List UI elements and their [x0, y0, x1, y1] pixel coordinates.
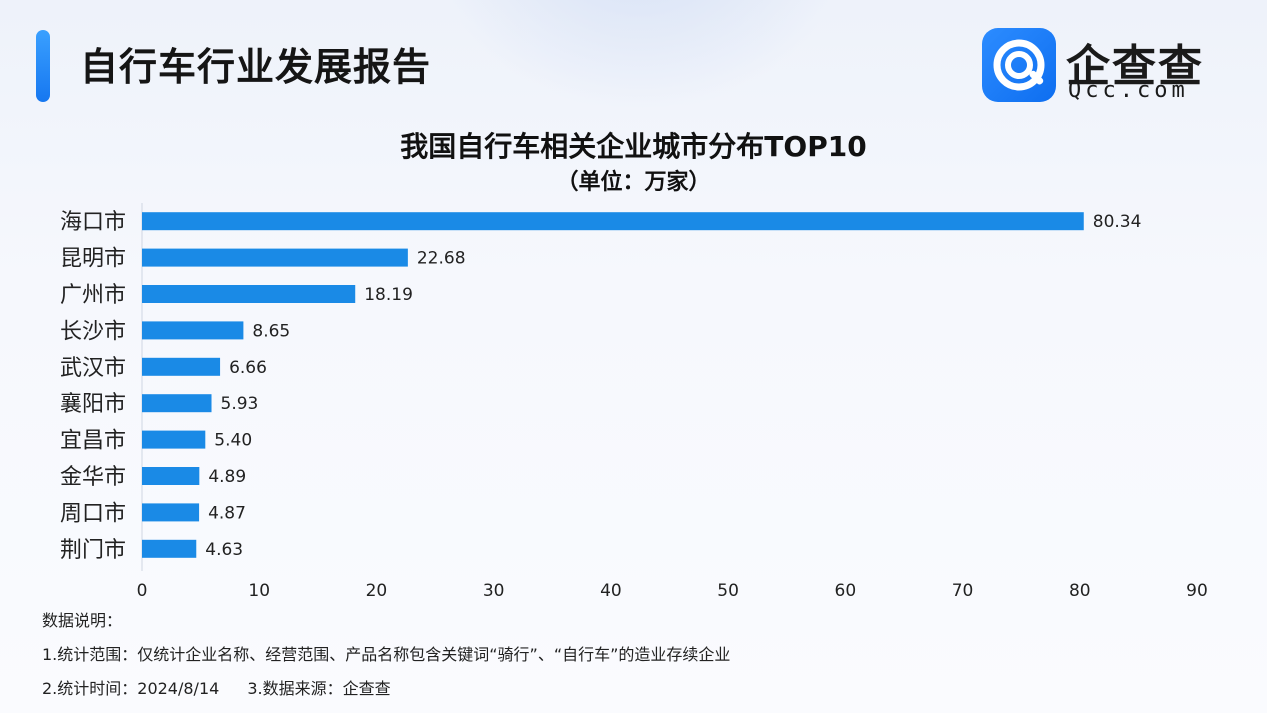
x-tick-label: 70 — [952, 581, 974, 601]
data-label: 6.66 — [229, 358, 267, 378]
header-accent-bar — [36, 30, 50, 102]
bar — [142, 212, 1084, 231]
bar — [142, 321, 244, 340]
notes-heading: 数据说明： — [42, 611, 123, 630]
x-tick-label: 20 — [366, 581, 388, 601]
bar — [142, 467, 200, 485]
data-notes: 数据说明： 1.统计范围：仅统计企业名称、经营范围、产品名称包含关键词“骑行”、… — [42, 604, 730, 706]
category-label: 广州市 — [60, 283, 126, 308]
category-label: 昆明市 — [60, 247, 126, 272]
category-label: 海口市 — [60, 210, 126, 235]
logo-subtext: Qcc.com — [1068, 78, 1189, 103]
notes-source: 3.数据来源：企查查 — [247, 679, 391, 698]
data-label: 8.65 — [252, 321, 290, 341]
notes-time: 2.统计时间：2024/8/14 — [42, 679, 220, 698]
bar — [142, 285, 356, 303]
x-tick-label: 80 — [1069, 581, 1091, 601]
x-tick-label: 50 — [717, 581, 739, 601]
data-label: 5.40 — [214, 431, 252, 451]
x-tick-label: 60 — [835, 581, 857, 601]
bar — [142, 248, 408, 267]
data-label: 80.34 — [1093, 212, 1142, 232]
chart-subtitle: （单位：万家） — [556, 170, 711, 195]
data-label: 5.93 — [221, 394, 259, 414]
notes-scope: 1.统计范围：仅统计企业名称、经营范围、产品名称包含关键词“骑行”、“自行车”的… — [42, 645, 731, 664]
x-tick-label: 30 — [483, 581, 505, 601]
bar — [142, 503, 200, 522]
data-label: 4.89 — [208, 467, 246, 487]
category-label: 荆门市 — [60, 538, 126, 563]
data-label: 4.63 — [205, 540, 243, 560]
category-label: 周口市 — [60, 501, 126, 526]
bar — [142, 430, 206, 449]
bar — [142, 394, 212, 413]
x-tick-label: 90 — [1186, 581, 1208, 601]
qcc-logo-icon — [982, 28, 1056, 102]
page-title: 自行车行业发展报告 — [80, 45, 432, 89]
bar — [142, 357, 221, 376]
data-label: 22.68 — [417, 249, 466, 269]
category-label: 武汉市 — [60, 356, 126, 381]
category-label: 金华市 — [60, 465, 126, 490]
x-tick-label: 10 — [248, 581, 270, 601]
data-label: 4.87 — [208, 503, 246, 523]
category-label: 长沙市 — [60, 319, 126, 344]
data-label: 18.19 — [364, 285, 413, 305]
x-tick-label: 0 — [137, 581, 148, 601]
notes-time-source: 2.统计时间：2024/8/14 3.数据来源：企查查 — [42, 672, 730, 706]
x-tick-label: 40 — [600, 581, 622, 601]
chart-title: 我国自行车相关企业城市分布TOP10 — [400, 130, 867, 163]
bar — [142, 539, 197, 558]
category-label: 襄阳市 — [60, 392, 126, 417]
logo-text: 企查查 — [1066, 41, 1204, 92]
category-label: 宜昌市 — [60, 429, 126, 454]
